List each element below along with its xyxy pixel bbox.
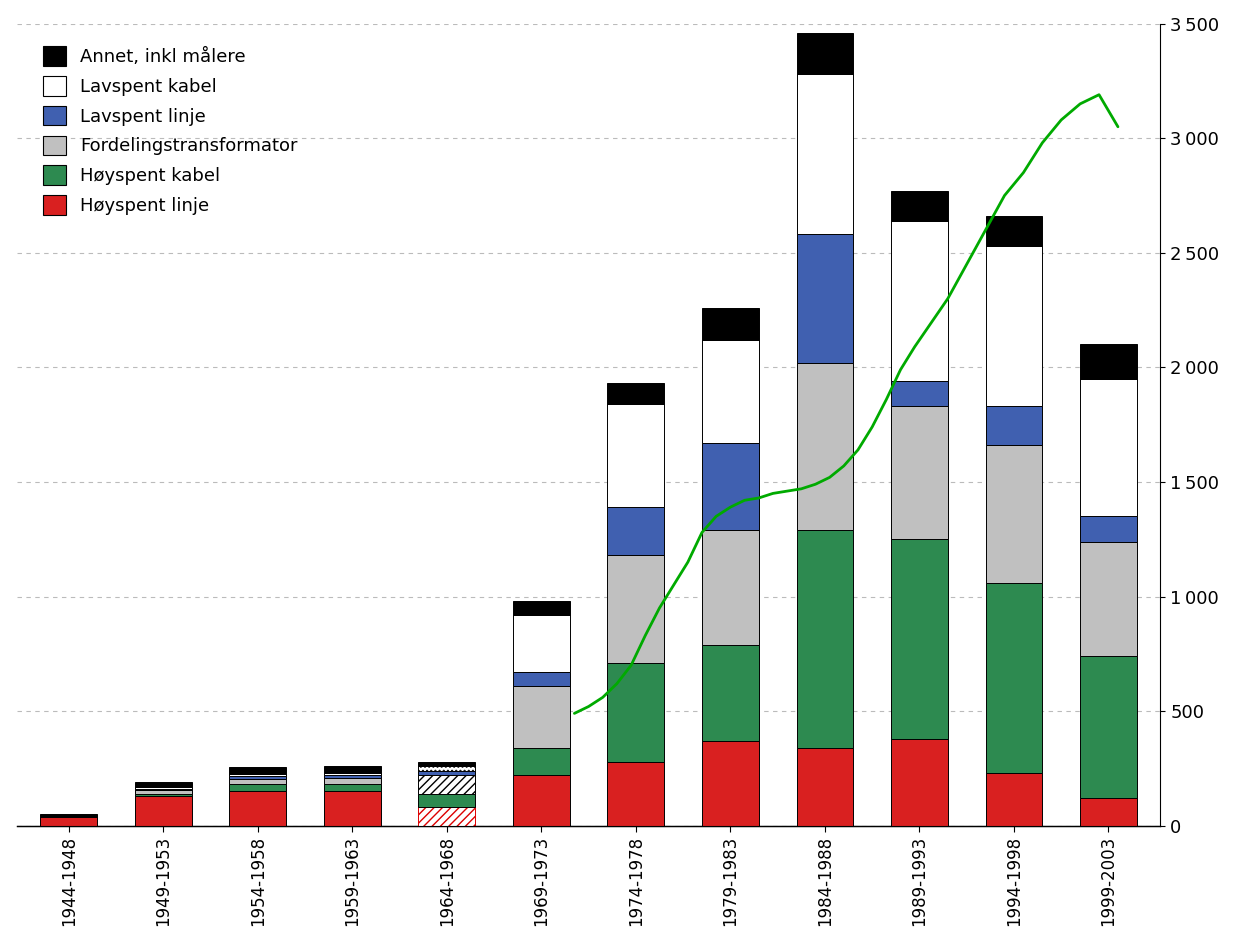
Bar [419,762,475,766]
Bar [1080,379,1137,517]
Bar [796,748,853,826]
Bar [230,791,286,826]
Bar [1080,656,1137,798]
Bar [891,406,948,539]
Bar [796,530,853,748]
Bar [607,404,664,507]
Bar [513,748,570,775]
Bar [41,817,96,826]
Bar [419,794,475,807]
Bar [891,539,948,738]
Bar [607,507,664,555]
Bar [135,786,192,789]
Bar [230,768,286,774]
Bar [419,770,475,775]
Bar [796,33,853,74]
Bar [513,775,570,826]
Bar [985,445,1042,583]
Bar [135,790,192,794]
Bar [702,443,759,530]
Bar [985,246,1042,406]
Bar [1080,344,1137,379]
Bar [135,789,192,790]
Bar [702,339,759,443]
Bar [607,555,664,663]
Bar [419,775,475,794]
Bar [1080,541,1137,656]
Bar [607,384,664,404]
Bar [324,778,381,785]
Bar [796,74,853,235]
Bar [324,766,381,773]
Bar [985,773,1042,826]
Bar [702,645,759,741]
Bar [230,776,286,779]
Bar [891,190,948,221]
Legend: Annet, inkl målere, Lavspent kabel, Lavspent linje, Fordelingstransformator, Høy: Annet, inkl målere, Lavspent kabel, Lavs… [37,41,303,221]
Bar [891,738,948,826]
Bar [513,672,570,686]
Bar [513,686,570,748]
Bar [891,221,948,381]
Bar [135,782,192,786]
Bar [891,381,948,406]
Bar [419,766,475,770]
Bar [513,615,570,672]
Bar [1080,517,1137,541]
Bar [324,775,381,778]
Bar [135,796,192,826]
Bar [135,794,192,796]
Bar [324,791,381,826]
Bar [796,235,853,363]
Bar [324,773,381,775]
Bar [230,774,286,776]
Bar [985,406,1042,445]
Bar [607,762,664,826]
Bar [1080,798,1137,826]
Bar [796,363,853,530]
Bar [702,530,759,645]
Bar [607,663,664,762]
Bar [41,814,96,817]
Bar [702,741,759,826]
Bar [985,583,1042,773]
Bar [702,307,759,339]
Bar [324,785,381,791]
Bar [230,779,286,785]
Bar [985,216,1042,246]
Bar [419,807,475,826]
Bar [513,601,570,615]
Bar [230,785,286,791]
